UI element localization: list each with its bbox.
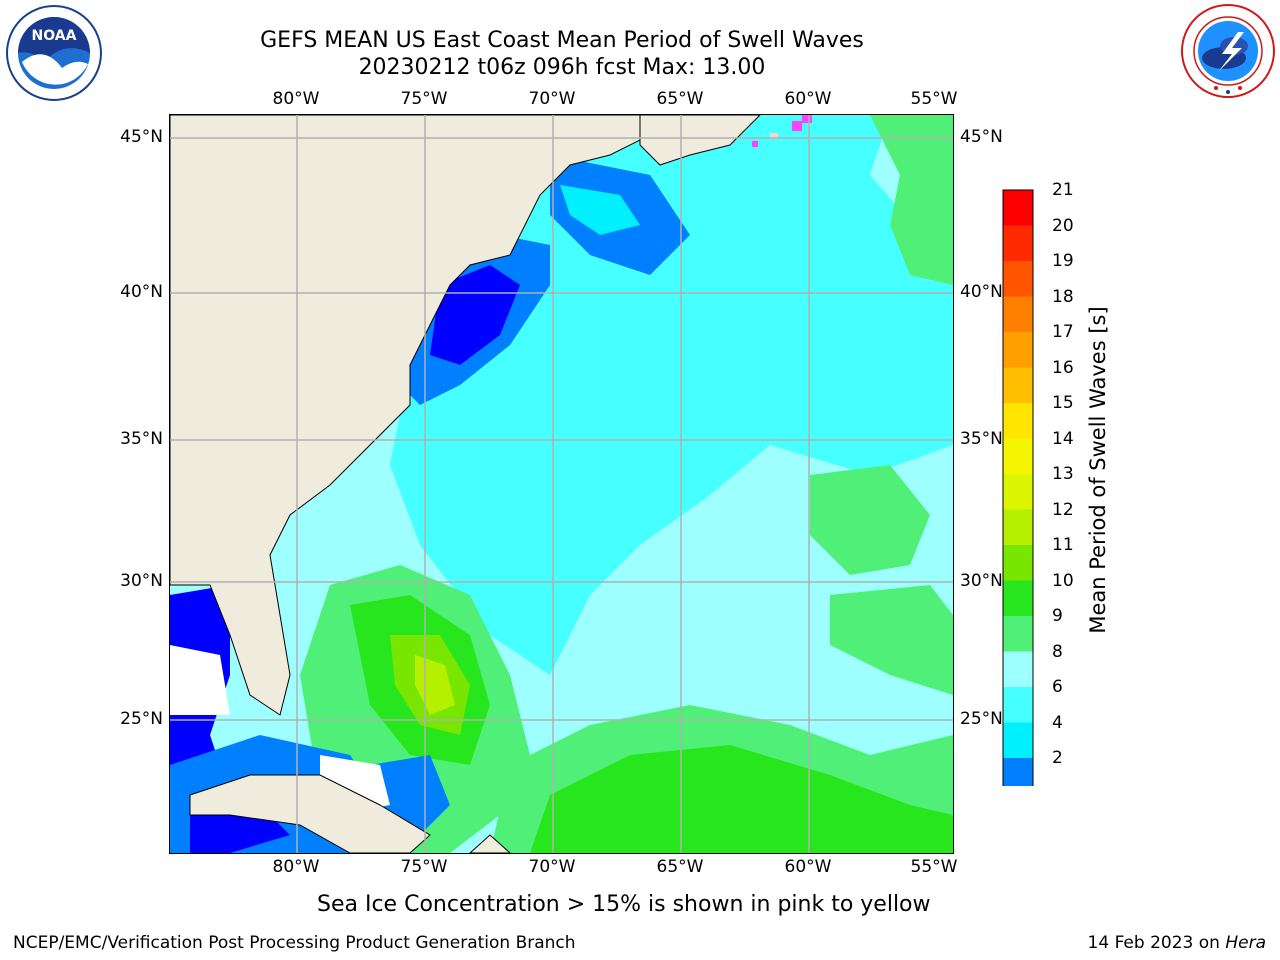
lon-tick-bottom: 70°W bbox=[528, 857, 576, 877]
lon-tick-top: 65°W bbox=[656, 89, 704, 109]
land-maritimes bbox=[639, 115, 761, 166]
lat-tick-left: 25°N bbox=[120, 709, 163, 729]
colorbar-tick: 21 bbox=[1052, 180, 1074, 200]
colorbar-swatch bbox=[1003, 616, 1033, 652]
lon-tick-bottom: 55°W bbox=[910, 857, 958, 877]
colorbar-label: Mean Period of Swell Waves [s] bbox=[1086, 306, 1110, 634]
lat-tick-right: 30°N bbox=[960, 571, 1003, 591]
colorbar-tick: 2 bbox=[1052, 748, 1063, 768]
colorbar-swatch bbox=[1003, 367, 1033, 403]
lon-tick-bottom: 60°W bbox=[784, 857, 832, 877]
colorbar bbox=[1000, 186, 1040, 823]
colorbar-tick: 11 bbox=[1052, 535, 1074, 555]
lon-tick-bottom: 80°W bbox=[272, 857, 320, 877]
colorbar-tick: 9 bbox=[1052, 606, 1063, 626]
sea-ice-note: Sea Ice Concentration > 15% is shown in … bbox=[317, 892, 931, 917]
chart-subtitle: 20230212 t06z 096h fcst Max: 13.00 bbox=[358, 55, 766, 80]
swell-zone-9-10s bbox=[830, 585, 953, 695]
swell-period-map bbox=[169, 114, 954, 854]
land-us-east-coast bbox=[170, 115, 651, 716]
sea-ice-marker bbox=[752, 141, 758, 147]
lon-tick-bottom: 65°W bbox=[656, 857, 704, 877]
swell-zone-10-11s bbox=[530, 745, 953, 853]
chart-title: GEFS MEAN US East Coast Mean Period of S… bbox=[260, 28, 864, 53]
swell-zone-9-10s bbox=[810, 465, 930, 575]
colorbar-tick: 14 bbox=[1052, 428, 1074, 449]
colorbar-tick: 18 bbox=[1052, 286, 1074, 307]
lat-tick-left: 40°N bbox=[120, 282, 163, 302]
colorbar-swatch bbox=[1003, 474, 1033, 510]
colorbar-tick: 4 bbox=[1052, 712, 1063, 733]
colorbar-tick: 20 bbox=[1052, 215, 1074, 236]
colorbar-tick: 10 bbox=[1052, 570, 1074, 591]
colorbar-swatch bbox=[1003, 190, 1033, 226]
colorbar-swatch bbox=[1003, 403, 1033, 439]
colorbar-swatch bbox=[1003, 225, 1033, 261]
colorbar-tick: 17 bbox=[1052, 322, 1074, 342]
land-hispaniola bbox=[469, 834, 511, 853]
swell-zone-4-6s bbox=[560, 185, 640, 235]
lat-tick-right: 35°N bbox=[960, 429, 1003, 449]
date-label: 14 Feb 2023 on bbox=[1087, 933, 1226, 953]
colorbar-tick: 19 bbox=[1052, 251, 1074, 271]
lon-tick-top: 80°W bbox=[272, 89, 320, 109]
colorbar-tick: 6 bbox=[1052, 677, 1063, 697]
colorbar-tick: 8 bbox=[1052, 641, 1063, 662]
masked-area bbox=[170, 645, 230, 715]
colorbar-swatch bbox=[1003, 509, 1033, 545]
date-text: 14 Feb 2023 on Hera bbox=[1088, 933, 1266, 953]
machine-name: Hera bbox=[1225, 933, 1266, 953]
colorbar-swatch bbox=[1003, 545, 1033, 581]
lon-tick-top: 70°W bbox=[528, 89, 576, 109]
lat-tick-right: 40°N bbox=[960, 282, 1003, 302]
sea-ice-marker bbox=[792, 121, 802, 131]
colorbar-tick: 16 bbox=[1052, 357, 1074, 378]
colorbar-swatch bbox=[1003, 261, 1033, 297]
lat-tick-left: 45°N bbox=[120, 127, 163, 147]
colorbar-swatch bbox=[1003, 651, 1033, 687]
colorbar-swatch bbox=[1003, 580, 1033, 616]
noaa-logo: NOAA bbox=[4, 4, 104, 102]
lon-tick-top: 75°W bbox=[400, 89, 448, 109]
colorbar-swatch bbox=[1003, 438, 1033, 474]
colorbar-swatch bbox=[1003, 758, 1033, 794]
svg-text:NOAA: NOAA bbox=[32, 28, 77, 44]
lon-tick-top: 60°W bbox=[784, 89, 832, 109]
credit-text: NCEP/EMC/Verification Post Processing Pr… bbox=[13, 933, 576, 953]
lat-tick-right: 25°N bbox=[960, 709, 1003, 729]
colorbar-swatch bbox=[1003, 722, 1033, 758]
lat-tick-left: 35°N bbox=[120, 429, 163, 449]
colorbar-swatch bbox=[1003, 687, 1033, 723]
lat-tick-left: 30°N bbox=[120, 571, 163, 591]
colorbar-tick: 15 bbox=[1052, 393, 1074, 413]
colorbar-tick: 13 bbox=[1052, 464, 1074, 484]
colorbar-tick: 12 bbox=[1052, 499, 1074, 520]
map-gridlines bbox=[170, 115, 953, 853]
sea-ice-marker bbox=[802, 115, 812, 123]
lon-tick-bottom: 75°W bbox=[400, 857, 448, 877]
colorbar-swatches bbox=[1002, 189, 1034, 823]
colorbar-swatch bbox=[1003, 332, 1033, 368]
colorbar-swatch bbox=[1003, 296, 1033, 332]
swell-zone-9-10s bbox=[870, 115, 953, 285]
sea-ice-marker bbox=[770, 133, 778, 139]
swell-zone-below-2s bbox=[430, 265, 520, 365]
nws-logo bbox=[1178, 2, 1278, 100]
lat-tick-right: 45°N bbox=[960, 127, 1003, 147]
lon-tick-top: 55°W bbox=[910, 89, 958, 109]
